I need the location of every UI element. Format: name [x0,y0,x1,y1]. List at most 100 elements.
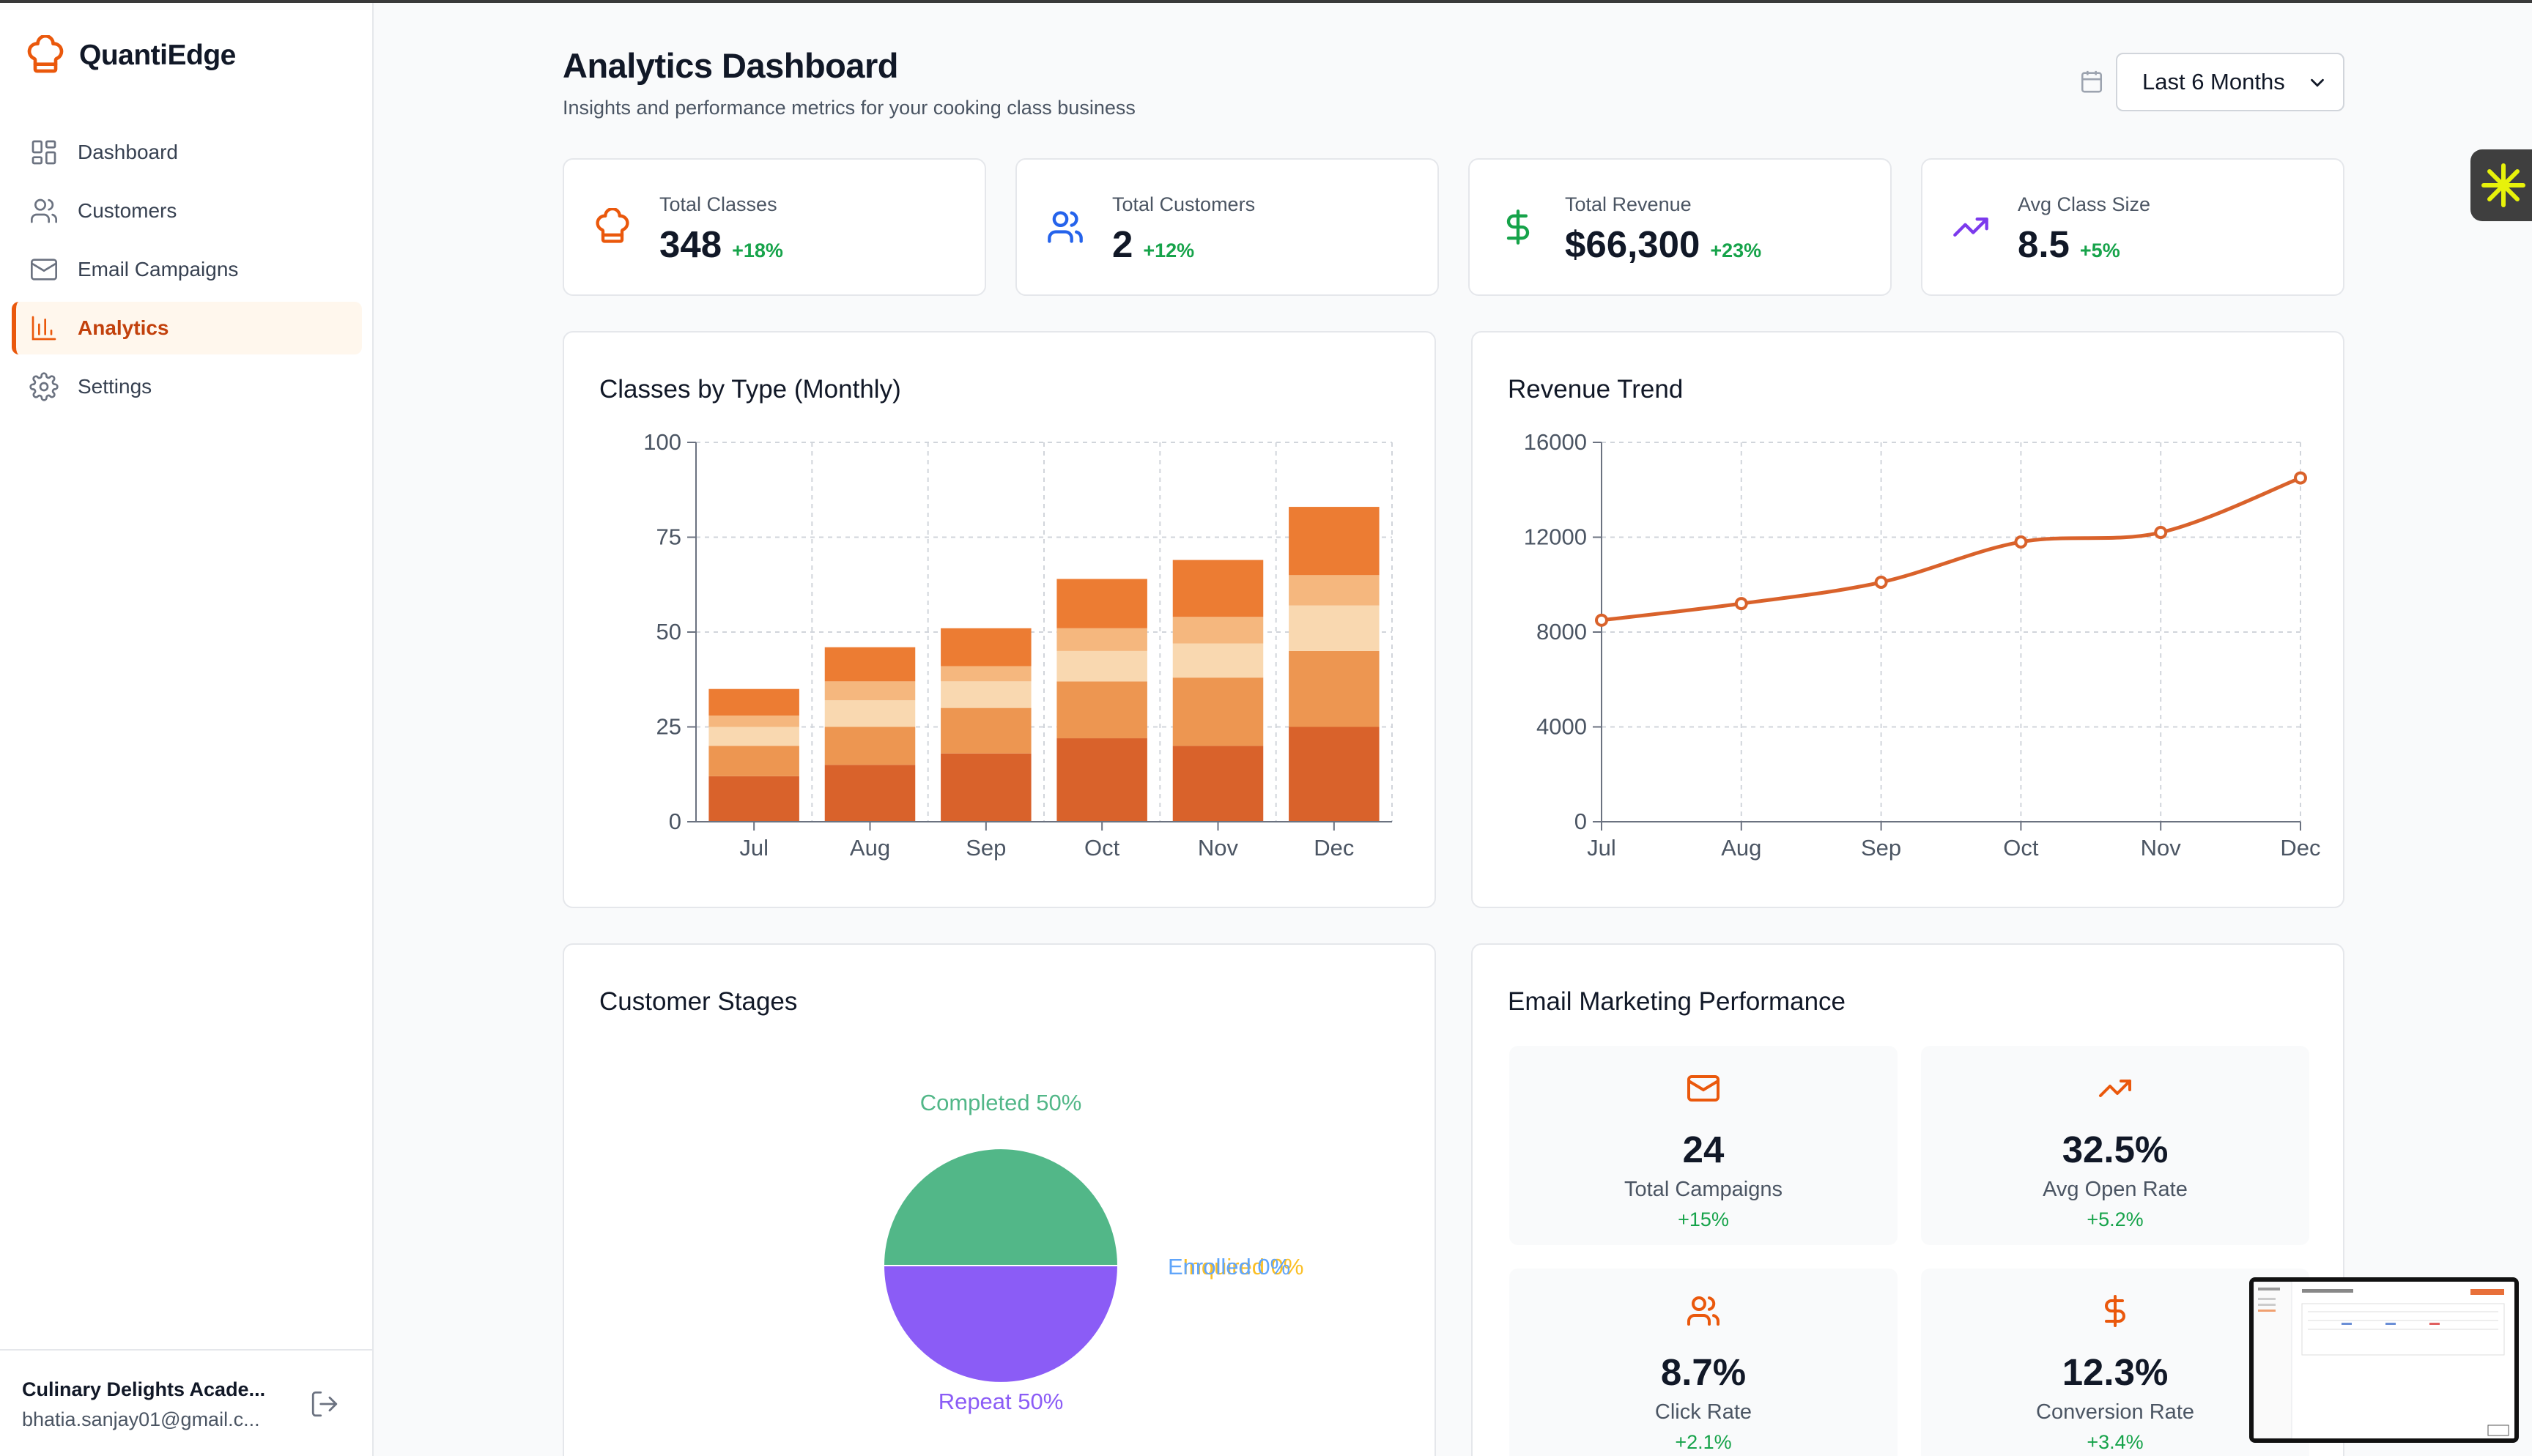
extension-widget[interactable] [2470,149,2532,221]
stat-delta: +5% [2079,239,2120,261]
y-tick-label: 8000 [1536,619,1587,645]
bar-segment [708,715,799,727]
brand[interactable]: QuantiEdge [25,35,236,76]
stat-card-total-classes: Total Classes 348 +18% [563,158,986,296]
y-tick-label: 12000 [1524,524,1587,550]
bar-segment [1056,681,1147,739]
sidebar-item-label: Customers [78,199,177,222]
sidebar-item-customers[interactable]: Customers [12,185,362,237]
stat-delta: +23% [1710,239,1762,261]
stat-label: Avg Class Size [2018,193,2151,215]
sidebar-item-email-campaigns[interactable]: Email Campaigns [12,243,362,296]
y-tick-label: 50 [656,619,681,645]
y-tick-label: 0 [1574,809,1587,834]
pie-label: Inquired 0% [1182,1254,1303,1279]
account-panel: Culinary Delights Acade... bhatia.sanjay… [0,1349,372,1456]
email-metric-value: 32.5% [2062,1129,2169,1170]
bar-segment [824,681,916,701]
bar-segment [1172,746,1264,822]
y-tick-label: 25 [656,714,681,740]
bar-segment [824,765,916,822]
bar-segment [1172,617,1264,644]
sidebar-item-label: Email Campaigns [78,258,239,281]
panel-title: Revenue Trend [1508,375,1684,404]
email-metric-open-rate: 32.5% Avg Open Rate +5.2% [1921,1046,2309,1245]
email-metric-label: Total Campaigns [1624,1178,1783,1201]
users-icon [1687,1296,1720,1326]
email-metric-delta: +15% [1678,1208,1729,1230]
pie-slice [882,1148,1119,1266]
period-select[interactable]: Last 6 Months [2116,53,2344,111]
bar-segment [708,688,799,716]
mail-icon [1687,1075,1720,1102]
chef-hat-icon [27,35,64,73]
account-org-name: Culinary Delights Acade... [22,1378,266,1400]
logout-icon[interactable] [309,1389,340,1419]
stat-value-wrap: 348 +18% [659,223,783,266]
email-metric-conversion-rate: 12.3% Conversion Rate +3.4% [1921,1269,2309,1456]
pie-label: Enrolled 0% [1168,1254,1290,1279]
bar-segment [1056,738,1147,822]
gear-icon [29,372,59,401]
chevron-down-icon [2311,78,2324,87]
stat-card-total-revenue: Total Revenue $66,300 +23% [1468,158,1892,296]
preview-image [2254,1282,2514,1438]
sparkle-icon [2481,163,2525,207]
email-metric-value: 12.3% [2062,1351,2169,1393]
stat-delta: +12% [1143,239,1195,261]
sidebar: QuantiEdge Dashboard Customers Email Cam… [0,3,374,1456]
customer-stages-pie-chart: Completed 50% Repeat 50% Inquired 0%Enroll… [882,1090,1303,1414]
panel-title: Email Marketing Performance [1508,987,1846,1016]
stat-value: 2 [1112,223,1133,265]
bar-segment [1056,650,1147,682]
page-subtitle: Insights and performance metrics for you… [563,97,1136,119]
panel-title: Classes by Type (Monthly) [599,375,901,404]
x-tick-label: Dec [2280,835,2320,861]
revenue-point [1734,597,1748,611]
bar-segment [708,746,799,776]
stat-label: Total Revenue [1565,193,1692,215]
x-tick-label: Jul [1587,835,1616,861]
revenue-point [1595,613,1608,627]
trending-up-icon [2099,1080,2131,1097]
pie-label: Repeat 50% [939,1389,1064,1414]
y-tick-label: 4000 [1536,714,1587,740]
sidebar-nav: Dashboard Customers Email Campaigns Anal… [12,126,362,419]
sidebar-item-settings[interactable]: Settings [12,360,362,413]
y-tick-label: 16000 [1524,429,1587,455]
x-tick-label: Dec [1314,835,1354,861]
stat-value: $66,300 [1565,223,1700,265]
panel-title: Customer Stages [599,987,798,1016]
grid-icon [32,140,56,165]
email-metric-delta: +3.4% [2087,1431,2144,1453]
sidebar-item-label: Dashboard [78,141,178,163]
email-metric-label: Click Rate [1654,1400,1752,1424]
bar-segment [941,753,1032,822]
sidebar-item-dashboard[interactable]: Dashboard [12,126,362,179]
bar-segment [941,681,1032,708]
screen-preview-thumbnail[interactable] [2249,1277,2519,1443]
bar-segment [1172,677,1264,746]
x-tick-label: Oct [2003,835,2039,861]
pie-slice [882,1265,1119,1383]
x-tick-label: Sep [966,835,1006,861]
users-icon [31,198,58,223]
dollar-icon [1506,209,1530,245]
bar-segment [1289,507,1380,576]
stat-card-avg-class-size: Avg Class Size 8.5 +5% [1921,158,2344,296]
stat-delta: +18% [732,239,783,261]
bar-segment [1172,560,1264,617]
sidebar-item-analytics[interactable]: Analytics [12,302,362,354]
y-tick-label: 75 [656,524,681,550]
stat-value-wrap: $66,300 +23% [1565,223,1761,266]
bar-chart-icon [32,316,56,341]
y-tick-label: 0 [669,809,681,834]
mail-icon [31,259,57,281]
stat-value-wrap: 8.5 +5% [2018,223,2120,266]
x-tick-label: Sep [1861,835,1901,861]
classes-bar-chart: 0 25 50 75 100 Jul Aug Sep Oct Nov Dec [643,429,1393,861]
stat-label: Total Classes [659,193,777,215]
x-tick-label: Nov [1198,835,1239,861]
account-email: bhatia.sanjay01@gmail.c... [22,1408,260,1430]
bar-segment [824,727,916,765]
